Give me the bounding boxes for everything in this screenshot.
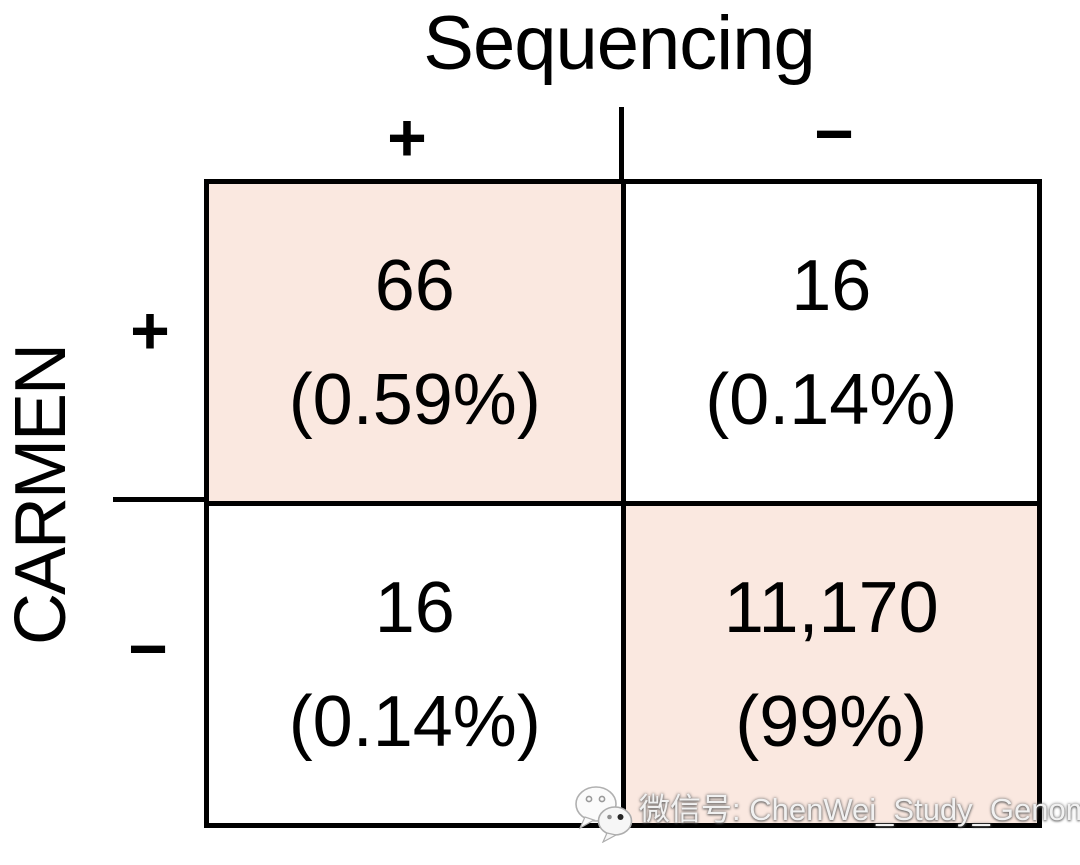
cell-percent: (0.14%) bbox=[705, 359, 958, 440]
cell-count: 16 bbox=[791, 245, 872, 326]
row-divider-tick bbox=[113, 497, 205, 502]
watermark: 微信号: ChenWei_Study_Genome bbox=[573, 783, 1080, 843]
watermark-text: 微信号: ChenWei_Study_Genome bbox=[639, 791, 1080, 827]
column-divider-tick bbox=[619, 107, 624, 180]
row-header-positive: + bbox=[130, 293, 170, 369]
cell-count: 16 bbox=[374, 567, 455, 648]
col-header-positive: + bbox=[387, 100, 427, 176]
cell-carmen-neg-seq-pos: 16 (0.14%) bbox=[209, 506, 621, 823]
row-header-negative: − bbox=[128, 611, 168, 687]
row-axis-title: CARMEN bbox=[1, 344, 81, 646]
cell-carmen-pos-seq-neg: 16 (0.14%) bbox=[625, 184, 1037, 501]
cell-percent: (0.14%) bbox=[288, 681, 541, 762]
cell-count: 66 bbox=[374, 245, 455, 326]
matrix-table: 66 (0.59%) 16 (0.14%) 16 (0.14%) 11,170 … bbox=[204, 179, 1042, 828]
cell-percent: (0.59%) bbox=[288, 359, 541, 440]
col-axis-title: Sequencing bbox=[423, 1, 815, 86]
cell-count: 11,170 bbox=[723, 567, 939, 648]
cell-carmen-pos-seq-pos: 66 (0.59%) bbox=[209, 184, 621, 501]
cell-carmen-neg-seq-neg: 11,170 (99%) bbox=[625, 506, 1037, 823]
wechat-icon bbox=[573, 783, 635, 843]
cell-percent: (99%) bbox=[735, 681, 928, 762]
col-header-negative: − bbox=[814, 96, 854, 172]
